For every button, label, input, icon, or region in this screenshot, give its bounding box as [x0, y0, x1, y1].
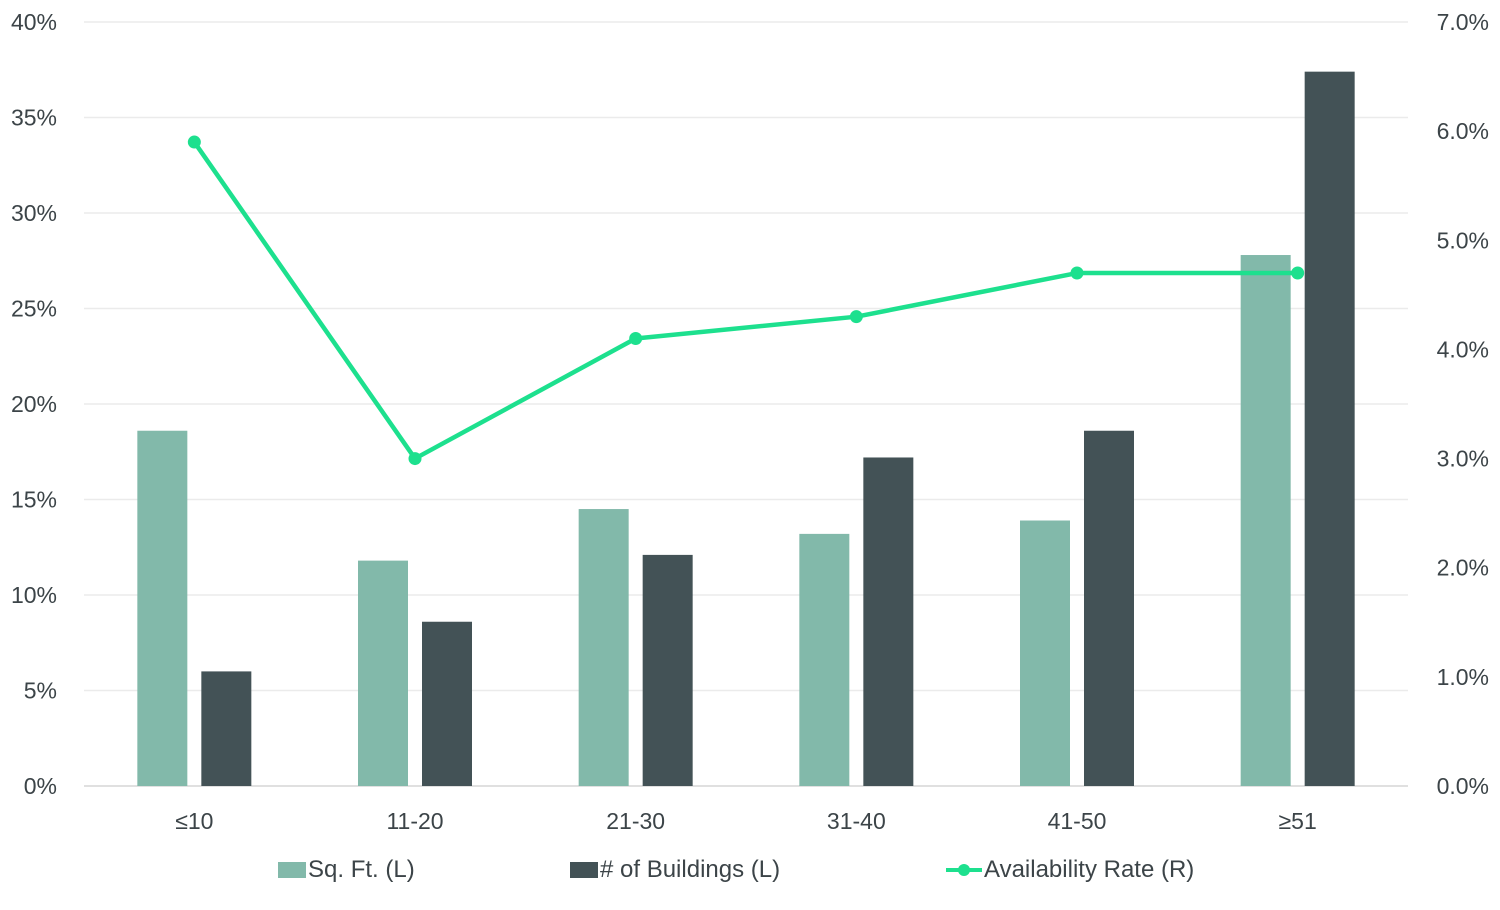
legend-swatch-availability [946, 862, 982, 878]
legend-label-sqft: Sq. Ft. (L) [308, 856, 415, 883]
y-tick-label: 15% [11, 487, 57, 513]
y-tick-label: 35% [11, 105, 57, 131]
y-tick-label: 30% [11, 200, 57, 226]
left-axis-ticks: 0% 5% 10% 15% 20% 25% 30% 35% 40% [11, 9, 57, 799]
y-tick-label: 10% [11, 582, 57, 608]
availability-line [187, 135, 1305, 466]
x-tick-label: ≤10 [175, 808, 213, 834]
right-axis-ticks: 0.0% 1.0% 2.0% 3.0% 4.0% 5.0% 6.0% 7.0% [1437, 9, 1489, 799]
availability-point-3 [849, 310, 863, 324]
y2-tick-label: 0.0% [1437, 773, 1489, 799]
y2-tick-label: 3.0% [1437, 446, 1489, 472]
bar-sqft-5 [1240, 255, 1291, 786]
y-tick-label: 0% [24, 773, 57, 799]
availability-point-5 [1291, 266, 1305, 280]
availability-point-2 [629, 332, 643, 346]
bar-sqft-4 [1020, 520, 1070, 786]
x-axis-ticks: ≤10 11-20 21-30 31-40 41-50 ≥51 [175, 808, 1317, 834]
legend-label-buildings: # of Buildings (L) [600, 856, 781, 883]
legend-item-buildings: # of Buildings (L) [570, 852, 780, 888]
y2-tick-label: 2.0% [1437, 555, 1489, 581]
bar-buildings-4 [1084, 430, 1134, 786]
bar-sqft-3 [799, 533, 850, 786]
y-tick-label: 5% [24, 678, 57, 704]
availability-point-0 [187, 135, 201, 149]
legend-label-availability: Availability Rate (R) [984, 856, 1195, 883]
legend-item-sqft: Sq. Ft. (L) [278, 852, 415, 888]
gridlines [84, 21, 1408, 787]
x-tick-label: 21-30 [606, 808, 665, 834]
legend-item-availability: Availability Rate (R) [946, 852, 1194, 888]
y-tick-label: 40% [11, 9, 57, 35]
x-tick-label: 41-50 [1048, 808, 1107, 834]
y2-tick-label: 7.0% [1437, 9, 1489, 35]
legend-swatch-buildings [570, 862, 598, 878]
bar-sqft-1 [358, 560, 408, 786]
legend-swatch-sqft [278, 862, 306, 878]
availability-line-path [192, 140, 1298, 461]
x-tick-label: 31-40 [827, 808, 886, 834]
y2-tick-label: 6.0% [1437, 118, 1489, 144]
y-tick-label: 25% [11, 296, 57, 322]
bar-buildings-5 [1304, 71, 1355, 786]
x-tick-label: 11-20 [386, 808, 443, 834]
y-tick-label: 20% [11, 391, 57, 417]
availability-point-1 [408, 452, 422, 466]
legend: Sq. Ft. (L) # of Buildings (L) Availabil… [0, 852, 1500, 888]
bar-buildings-3 [863, 457, 914, 786]
availability-point-4 [1070, 266, 1084, 280]
bar-buildings-1 [422, 621, 472, 786]
chart: 0% 5% 10% 15% 20% 25% 30% 35% 40% 0.0% 1.0% 2.0% 3.… [11, 9, 1489, 834]
x-tick-label: ≥51 [1279, 808, 1317, 834]
bar-buildings-2 [642, 554, 693, 786]
y2-tick-label: 4.0% [1437, 336, 1489, 362]
y2-tick-label: 5.0% [1437, 227, 1489, 253]
bars [137, 71, 1355, 786]
bar-sqft-0 [137, 430, 188, 786]
bar-buildings-0 [201, 671, 252, 786]
y2-tick-label: 1.0% [1437, 664, 1489, 690]
bar-sqft-2 [578, 509, 629, 786]
